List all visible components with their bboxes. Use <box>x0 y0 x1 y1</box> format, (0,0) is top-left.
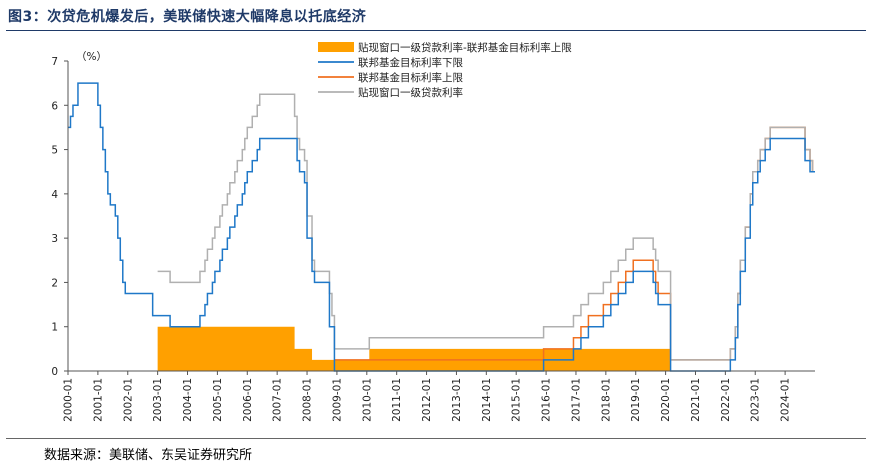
legend-label: 联邦基金目标利率上限 <box>358 71 463 84</box>
x-tick-label: 2010-01 <box>361 378 373 422</box>
y-tick-label: 2 <box>51 277 58 289</box>
x-tick-label: 2017-01 <box>570 378 582 422</box>
y-tick-label: 1 <box>51 322 58 334</box>
x-tick-label: 2000-01 <box>63 378 75 422</box>
series-area-spread <box>157 326 671 371</box>
x-tick-label: 2006-01 <box>242 378 254 422</box>
x-tick-label: 2002-01 <box>122 378 134 422</box>
x-tick-label: 2005-01 <box>212 378 224 422</box>
x-tick-label: 2001-01 <box>92 378 104 422</box>
series-line-1 <box>334 126 815 361</box>
x-tick-label: 2022-01 <box>720 378 732 422</box>
title-rule <box>6 30 866 31</box>
legend-label: 贴现窗口一级贷款利率 <box>358 86 463 99</box>
x-tick-label: 2019-01 <box>630 378 642 422</box>
figure-source: 数据来源：美联储、东吴证券研究所 <box>44 448 253 463</box>
y-tick-label: 6 <box>51 100 58 112</box>
figure-title: 图3：次贷危机爆发后，美联储快速大幅降息以托底经济 <box>8 9 367 25</box>
x-tick-label: 2020-01 <box>660 378 672 422</box>
x-tick-label: 2016-01 <box>541 378 553 422</box>
series-layer <box>68 82 815 372</box>
x-tick-label: 2009-01 <box>331 378 343 422</box>
x-tick-label: 2024-01 <box>780 378 792 422</box>
legend-swatch <box>318 42 354 52</box>
y-tick-label: 7 <box>51 56 58 68</box>
y-tick-label: 4 <box>51 189 58 201</box>
series-line-2 <box>157 93 815 361</box>
x-tick-label: 2018-01 <box>600 378 612 422</box>
source-rule <box>6 438 866 439</box>
x-tick-label: 2007-01 <box>272 378 284 422</box>
legend-label: 联邦基金目标利率下限 <box>358 56 463 69</box>
x-tick-label: 2021-01 <box>690 378 702 422</box>
rate-chart: 0 1 2 3 4 5 6 7 2000-01 2001-01 2002-01 2003-01 2004… <box>51 41 815 422</box>
x-tick-label: 2003-01 <box>152 378 164 422</box>
x-tick-label: 2015-01 <box>511 378 523 422</box>
x-tick-label: 2011-01 <box>391 378 403 422</box>
x-tick-label: 2012-01 <box>421 378 433 422</box>
legend: 贴现窗口一级贷款利率-联邦基金目标利率上限联邦基金目标利率下限联邦基金目标利率上… <box>318 41 572 99</box>
x-tick-label: 2023-01 <box>750 378 762 422</box>
axes-layer: 0 1 2 3 4 5 6 7 2000-01 2001-01 2002-01 2003-01 2004… <box>51 56 815 422</box>
legend-label: 贴现窗口一级贷款利率-联邦基金目标利率上限 <box>358 41 572 54</box>
series-line-3 <box>68 82 815 372</box>
x-tick-label: 2013-01 <box>451 378 463 422</box>
y-tick-label: 0 <box>51 366 58 378</box>
y-tick-label: 3 <box>51 233 58 245</box>
y-tick-label: 5 <box>51 145 58 157</box>
y-unit-label: （%） <box>76 51 107 63</box>
x-tick-label: 2004-01 <box>182 378 194 422</box>
x-tick-label: 2014-01 <box>481 378 493 422</box>
x-tick-label: 2008-01 <box>302 378 314 422</box>
